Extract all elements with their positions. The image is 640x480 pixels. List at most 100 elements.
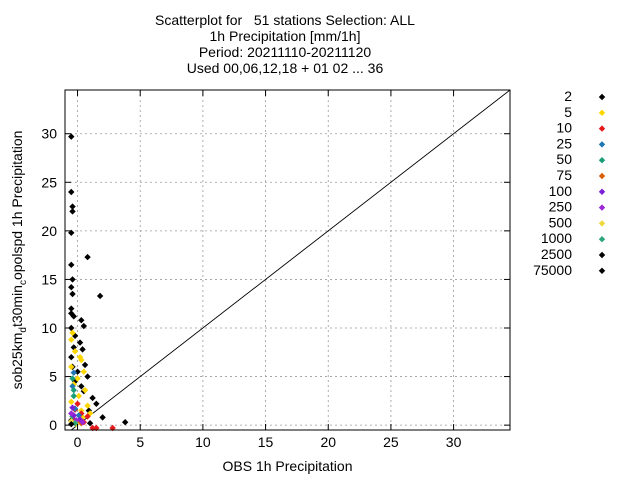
y-tick-label: 30: [41, 126, 57, 142]
legend-label-2500: 2500: [541, 246, 572, 262]
data-point-2: [93, 400, 100, 407]
legend-marker-500: [598, 220, 606, 227]
data-point-2: [68, 324, 75, 332]
chart-subtitle-used: Used 00,06,12,18 + 01 02 ... 36: [186, 60, 384, 76]
data-point-10: [84, 413, 91, 420]
data-point-250: [73, 417, 80, 424]
data-point-2: [121, 419, 129, 426]
legend-marker-50: [598, 157, 606, 164]
legend-label-75000: 75000: [533, 262, 572, 278]
data-point-25: [69, 383, 76, 390]
data-point-2: [69, 290, 76, 298]
data-point-250: [79, 419, 86, 426]
y-tick-label: 15: [41, 271, 57, 287]
y-axis-label-mid: t30min: [9, 285, 25, 327]
legend-label-75: 75: [556, 167, 572, 183]
data-point-2: [99, 414, 106, 421]
data-point-2: [70, 313, 77, 320]
chart-subtitle-period: Period: 20211110-20211120: [198, 44, 372, 60]
grid: [65, 90, 510, 430]
y-axis-label: sob25kmdt30mincopolspd 1h Precipitation: [9, 131, 29, 390]
y-tick-label: 5: [49, 369, 57, 385]
x-tick-label: 20: [320, 434, 336, 450]
data-point-5: [69, 329, 76, 337]
data-point-2: [79, 346, 86, 353]
y-tick-label: 10: [41, 320, 57, 336]
legend-label-5: 5: [564, 104, 572, 120]
data-point-250: [68, 410, 75, 417]
data-point-5: [84, 402, 91, 409]
data-point-100: [69, 404, 76, 411]
data-point-2: [84, 253, 91, 261]
data-point-5: [81, 386, 89, 394]
legend-label-25: 25: [556, 135, 572, 151]
x-tick-label: 0: [74, 434, 82, 450]
data-points: [68, 133, 129, 432]
data-point-50: [70, 386, 77, 394]
legend-label-250: 250: [549, 199, 573, 215]
legend-marker-1000: [598, 236, 606, 243]
diagonal-reference-line: [70, 89, 511, 431]
data-point-5: [68, 363, 75, 371]
data-point-2: [96, 292, 104, 300]
legend-label-10: 10: [556, 120, 572, 136]
plot-frame: [64, 89, 511, 431]
data-point-2: [78, 317, 85, 324]
y-tick-label: 20: [41, 223, 57, 239]
y-axis-ticks: 0 5 10 15 20 25 30: [41, 126, 510, 433]
data-point-2: [68, 305, 75, 312]
data-point-2: [68, 310, 75, 317]
data-point-2: [68, 133, 75, 140]
data-point-5: [76, 353, 84, 361]
data-point-2: [68, 261, 75, 269]
data-point-2: [89, 394, 96, 402]
data-point-2500: [68, 420, 75, 428]
x-tick-label: 5: [136, 434, 144, 450]
legend-marker-5: [598, 109, 606, 116]
legend-label-100: 100: [549, 183, 573, 199]
legend-marker-25: [598, 141, 606, 148]
data-point-2: [68, 188, 75, 196]
x-tick-label: 25: [383, 434, 399, 450]
data-point-5: [71, 348, 79, 355]
data-point-5: [75, 392, 82, 400]
x-tick-label: 15: [258, 434, 274, 450]
legend-marker-250: [598, 204, 606, 211]
x-axis-label: OBS 1h Precipitation: [223, 458, 353, 474]
y-tick-label: 25: [41, 174, 57, 190]
chart-title: Scatterplot for 51 stations Selection: A…: [155, 12, 415, 28]
x-tick-label: 10: [195, 434, 211, 450]
y-axis-label-sub1: d: [18, 327, 29, 333]
legend-marker-75000: [598, 267, 606, 274]
data-point-2: [68, 353, 75, 361]
y-axis-label-tail: opolspd 1h Precipitation: [9, 131, 25, 280]
data-point-2: [68, 284, 75, 291]
data-point-2: [69, 276, 76, 283]
x-axis-ticks: 0 5 10 15 20 25 30: [74, 90, 462, 450]
legend-marker-75: [598, 172, 606, 180]
data-point-5: [74, 375, 81, 382]
legend-marker-10: [598, 125, 606, 132]
data-point-2: [78, 383, 85, 390]
data-point-2: [76, 339, 84, 346]
y-axis-label-base: sob25km: [9, 333, 25, 390]
data-point-2: [80, 322, 88, 330]
legend-label-500: 500: [549, 214, 573, 230]
legend-label-1000: 1000: [541, 230, 572, 246]
legend-marker-2: [598, 93, 606, 101]
legend-label-50: 50: [556, 151, 572, 167]
legend-marker-2500: [598, 251, 606, 259]
data-point-2: [84, 373, 91, 380]
data-point-10: [74, 400, 81, 407]
data-point-2: [86, 420, 94, 427]
legend-label-2: 2: [564, 88, 572, 104]
data-point-5: [80, 368, 88, 375]
y-tick-label: 0: [49, 417, 57, 433]
data-point-25: [70, 369, 77, 376]
legend-marker-100: [598, 188, 606, 195]
data-point-2: [69, 208, 76, 215]
data-point-5: [68, 398, 75, 406]
data-point-2: [69, 203, 76, 210]
